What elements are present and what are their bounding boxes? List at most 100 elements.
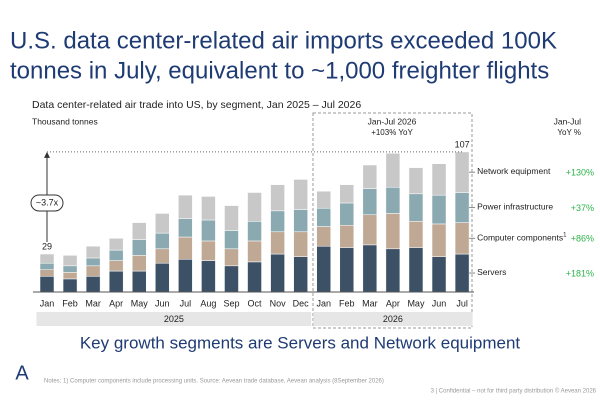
x-tick-label: Jun <box>432 298 447 308</box>
bar-segment <box>270 184 285 212</box>
x-tick-label: Dec <box>293 298 310 308</box>
bar-segment <box>339 247 355 293</box>
bar-segment <box>247 240 262 263</box>
subtitle: Data center-related air trade into US, b… <box>32 99 361 111</box>
bar-segment <box>431 163 447 196</box>
y-label: Thousand tonnes <box>32 116 98 126</box>
legend-name: Computer components <box>477 233 563 243</box>
bar-segment <box>85 276 101 293</box>
legend-label: Computer components1 <box>477 232 567 243</box>
growth-annotation: ~3.7x <box>36 197 59 207</box>
annotation-box <box>30 194 64 212</box>
bar-segment <box>155 232 170 250</box>
bar-segment <box>201 240 216 261</box>
bar-segment <box>39 253 55 264</box>
bar-segment <box>454 222 470 255</box>
bar-segment <box>224 265 239 293</box>
x-tick-label: Jun <box>155 298 170 308</box>
bar-segment <box>454 192 470 223</box>
year-band <box>313 312 473 326</box>
title-line: tonnes in July, equivalent to ~1,000 fre… <box>10 57 549 84</box>
bar-segment <box>155 213 170 234</box>
x-tick-label: Aug <box>200 298 216 308</box>
x-tick-label: Jul <box>456 298 468 308</box>
bar-segment <box>85 245 101 259</box>
highlight-box <box>312 112 473 329</box>
bar-segment <box>270 231 285 255</box>
x-tick-label: May <box>131 298 149 308</box>
footer: 3 | Confidential – not for third party d… <box>431 388 597 395</box>
bar-segment <box>85 257 101 267</box>
legend-yoy: +181% <box>566 268 594 278</box>
bar-segment <box>270 210 285 233</box>
x-tick-label: Jul <box>180 298 192 308</box>
bar-segment <box>201 196 216 221</box>
total-label: 107 <box>455 139 470 149</box>
highlight-subtitle: +103% YoY <box>371 128 413 137</box>
logo: A <box>15 362 29 384</box>
bar-segment <box>408 221 424 248</box>
x-tick-label: Apr <box>386 298 400 308</box>
bar-segment <box>131 270 147 293</box>
bar-segment <box>316 245 331 293</box>
bar-segment <box>62 272 78 280</box>
bar-segment <box>155 248 170 264</box>
bar-segment <box>247 221 262 242</box>
x-tick-label: Nov <box>270 298 287 308</box>
x-tick-label: May <box>407 298 425 308</box>
bar-segment <box>39 262 55 270</box>
takeaway: Key growth segments are Servers and Netw… <box>80 333 521 352</box>
bar-segment <box>431 223 447 257</box>
bar-segment <box>385 213 401 250</box>
bar-segment <box>293 256 308 293</box>
x-tick-label: Oct <box>248 298 263 308</box>
bar-segment <box>224 205 239 231</box>
bar-segment <box>178 259 193 293</box>
bar-segment <box>62 255 78 267</box>
bar-segment <box>131 222 147 240</box>
bar-segment <box>201 260 216 293</box>
legend-note: 1 <box>563 232 567 238</box>
bar-segment <box>178 218 193 238</box>
bar-segment <box>131 255 147 272</box>
x-tick-label: Mar <box>85 298 101 308</box>
bar-segment <box>316 190 331 209</box>
bar-segment <box>293 209 308 233</box>
yoy-header: YoY % <box>557 128 581 137</box>
bar-segment <box>247 192 262 222</box>
yoy-header: Jan-Jul <box>554 116 582 126</box>
x-tick-label: Mar <box>362 298 378 308</box>
bar-segment <box>408 167 424 195</box>
legend-yoy: +86% <box>571 234 594 244</box>
bar-segment <box>293 179 308 210</box>
year-label: 2026 <box>383 314 403 324</box>
x-tick-label: Jan <box>40 298 55 308</box>
bar-segment <box>362 214 378 246</box>
bar-segment <box>108 238 124 251</box>
year-band <box>36 312 312 326</box>
x-tick-label: Feb <box>339 298 355 308</box>
bar-segment <box>362 244 378 293</box>
bar-segment <box>108 260 124 272</box>
x-tick-label: Feb <box>62 298 78 308</box>
bar-segment <box>408 247 424 293</box>
legend-name: Network equipment <box>477 166 551 176</box>
bar-segment <box>39 269 55 277</box>
bar-segment <box>247 261 262 293</box>
bar-segment <box>385 248 401 293</box>
bar-segment <box>201 219 216 242</box>
notes: Notes: 1) Computer components include pr… <box>44 379 384 385</box>
arrow-head <box>44 151 50 158</box>
bar-segment <box>85 265 101 277</box>
bar-segment <box>385 152 401 188</box>
bar-segment <box>339 184 355 204</box>
bar-segment <box>131 239 147 256</box>
bar-segment <box>362 164 378 189</box>
bar-segment <box>108 249 124 261</box>
bar-segment <box>62 278 78 293</box>
x-tick-label: Sep <box>223 298 239 308</box>
bar-segment <box>385 187 401 214</box>
chart: Jan Feb Mar Apr May Jun Jul Aug Sep Oct Nov Dec 2025… <box>30 139 594 326</box>
bar-segment <box>431 194 447 225</box>
bar-segment <box>362 188 378 216</box>
